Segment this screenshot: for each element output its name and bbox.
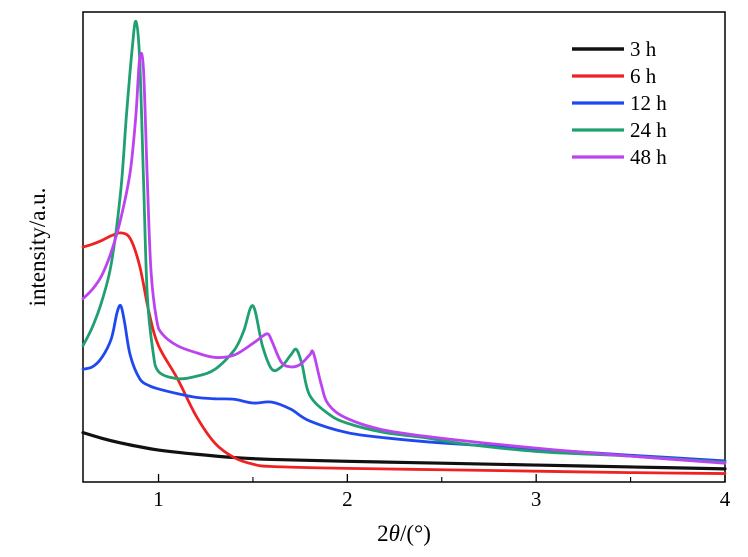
- x-axis: 1 2 3 4: [153, 474, 731, 511]
- series-layer: [81, 19, 727, 475]
- legend-label: 48 h: [630, 145, 667, 169]
- series-line-12-h: [81, 303, 727, 463]
- x-axis-label-prefix: 2: [377, 521, 389, 546]
- x-axis-label: 2θ/(°): [377, 521, 431, 546]
- x-tick-label: 1: [153, 487, 164, 511]
- legend: 3 h 6 h 12 h 24 h 48 h: [572, 37, 667, 169]
- series-line-24-h: [81, 19, 727, 464]
- plot-frame: [82, 11, 726, 483]
- legend-label: 6 h: [630, 64, 657, 88]
- series-line-48-h: [81, 51, 727, 465]
- legend-label: 3 h: [630, 37, 657, 61]
- x-axis-label-theta: θ: [389, 521, 400, 546]
- series-line-6-h: [81, 231, 727, 475]
- x-axis-label-suffix: /(°): [400, 521, 431, 546]
- x-tick-label: 4: [720, 487, 731, 511]
- y-axis-label: intensity/a.u.: [25, 188, 50, 307]
- legend-label: 12 h: [630, 91, 667, 115]
- legend-label: 24 h: [630, 118, 667, 142]
- series-line-3-h: [81, 431, 727, 471]
- x-tick-label: 3: [531, 487, 542, 511]
- x-tick-label: 2: [342, 487, 353, 511]
